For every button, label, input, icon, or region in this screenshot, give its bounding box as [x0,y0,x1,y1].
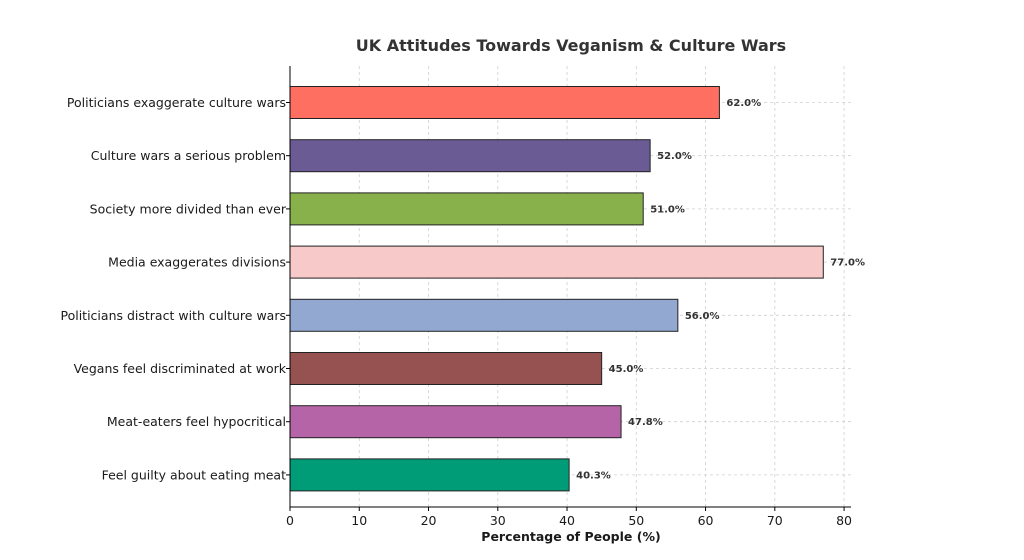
category-label: Politicians distract with culture wars [61,308,287,323]
value-label: 77.0% [830,258,865,269]
x-tick-label: 0 [286,513,294,528]
value-label: 47.8% [628,417,663,428]
x-tick-label: 30 [490,513,506,528]
x-tick-label: 10 [351,513,367,528]
bar [289,192,644,226]
labels: 0 10 20 30 40 50 60 70 80 Politicians exaggerate … [61,95,865,528]
category-label: Politicians exaggerate culture wars [67,95,286,110]
x-tick-label: 40 [559,513,575,528]
value-label: 51.0% [650,204,685,215]
bar [289,405,622,439]
category-label: Meat-eaters feel hypocritical [107,414,286,429]
x-tick-label: 60 [698,513,714,528]
category-label: Feel guilty about eating meat [102,467,287,482]
bar [289,245,824,279]
bars [289,86,824,492]
chart-title: UK Attitudes Towards Veganism & Culture … [356,36,786,55]
grid-layer [289,66,851,507]
value-label: 62.0% [726,98,761,109]
bar [289,458,570,492]
value-label: 52.0% [657,151,692,162]
value-label: 56.0% [685,311,720,322]
category-label: Society more divided than ever [90,201,287,216]
x-tick-label: 70 [767,513,783,528]
x-axis-label: Percentage of People (%) [481,529,660,544]
bar [289,139,651,173]
category-label: Media exaggerates divisions [108,255,286,270]
bar [289,352,603,385]
category-label: Vegans feel discriminated at work [74,361,287,376]
x-tick-label: 50 [628,513,644,528]
bar [289,298,679,332]
value-label: 45.0% [609,364,644,375]
x-tick-label: 20 [421,513,437,528]
x-tick-label: 80 [836,513,852,528]
value-label: 40.3% [576,470,611,481]
category-label: Culture wars a serious problem [91,148,286,163]
bar [289,86,720,119]
axes [289,66,851,508]
